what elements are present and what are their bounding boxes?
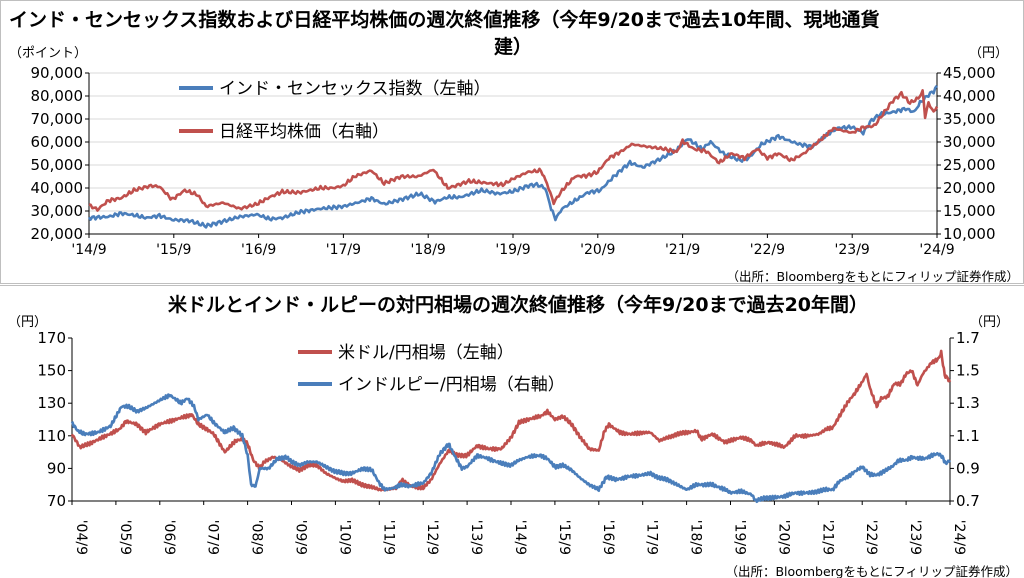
x-axis-tick-label: '18/9	[688, 520, 704, 555]
legend-label: インドルピー/円相場（右軸）	[338, 375, 565, 395]
legend-label: 米ドル/円相場（左軸）	[338, 343, 514, 363]
right-axis-unit: （円）	[970, 315, 1009, 330]
left-axis-tick-label: 150	[37, 362, 66, 380]
x-axis-tick-label: '11/9	[380, 520, 396, 555]
x-axis-tick-label: '10/9	[336, 520, 352, 555]
x-axis-tick-label: '07/9	[205, 520, 221, 555]
x-axis-tick-label: '05/9	[117, 520, 133, 555]
series-line-2	[88, 89, 939, 212]
right-axis-tick-label: 1.3	[956, 394, 980, 412]
x-axis-tick-label: '22/9	[750, 242, 785, 258]
sensex-nikkei-chart: インド・センセックス指数および日経平均株価の週次終値推移（今年9/20まで過去1…	[9, 8, 1019, 284]
left-axis-tick-label: 70,000	[31, 110, 84, 128]
x-axis-tick-label: '21/9	[665, 242, 700, 258]
x-axis-tick-label: '12/9	[424, 520, 440, 555]
left-axis-tick-label: 170	[37, 329, 66, 347]
x-axis-tick-label: '15/9	[156, 242, 191, 258]
x-axis-tick-label: '17/9	[644, 520, 660, 555]
right-axis-tick-label: 15,000	[943, 202, 996, 220]
x-axis-tick-label: '24/9	[919, 242, 954, 258]
series-line-1	[70, 349, 952, 492]
right-axis-tick-label: 0.9	[956, 459, 980, 477]
source-note: （出所：Bloombergをもとにフィリップ証券作成）	[725, 564, 1018, 578]
chart-title-line1: インド・センセックス指数および日経平均株価の週次終値推移（今年9/20まで過去1…	[9, 8, 879, 31]
right-axis-tick-label: 1.7	[956, 329, 980, 347]
right-axis-tick-label: 1.1	[956, 427, 980, 445]
right-axis-tick-label: 40,000	[943, 87, 996, 105]
x-axis-tick-label: '13/9	[468, 520, 484, 555]
left-axis-tick-label: 130	[37, 394, 66, 412]
left-axis-unit: （円）	[8, 315, 47, 330]
x-axis-tick-label: '18/9	[411, 242, 446, 258]
x-axis-tick-label: '16/9	[241, 242, 276, 258]
sensex-nikkei-chart-panel: インド・センセックス指数および日経平均株価の週次終値推移（今年9/20まで過去1…	[0, 0, 1024, 284]
right-axis-tick-label: 1.5	[956, 362, 980, 380]
x-axis-tick-label: '21/9	[819, 520, 835, 555]
chart-title: 米ドルとインド・ルピーの対円相場の週次終値推移（今年9/20まで過去20年間）	[168, 293, 868, 316]
legend-label: インド・センセックス指数（左軸）	[219, 79, 491, 99]
left-axis-unit: （ポイント）	[9, 46, 87, 61]
legend-label: 日経平均株価（右軸）	[219, 122, 389, 142]
x-axis-tick-label: '14/9	[71, 242, 106, 258]
series-line-1	[87, 84, 939, 229]
left-axis-tick-label: 20,000	[31, 225, 84, 243]
right-axis-unit: （円）	[969, 46, 1008, 61]
x-axis-tick-label: '15/9	[556, 520, 572, 555]
usd-inr-jpy-chart: 米ドルとインド・ルピーの対円相場の週次終値推移（今年9/20まで過去20年間） …	[8, 293, 1018, 578]
left-axis-tick-label: 60,000	[31, 133, 84, 151]
x-axis-tick-label: '09/9	[293, 520, 309, 555]
chart-title-line2: 建）	[494, 35, 532, 58]
x-axis-tick-label: '17/9	[326, 242, 361, 258]
series-line-2	[70, 393, 952, 504]
right-axis-tick-label: 35,000	[943, 110, 996, 128]
left-axis-tick-label: 90	[47, 459, 66, 477]
x-axis-tick-label: '23/9	[907, 520, 923, 555]
right-axis-tick-label: 20,000	[943, 179, 996, 197]
source-note: （出所：Bloombergをもとにフィリップ証券作成）	[726, 269, 1019, 284]
x-axis-tick-label: '22/9	[863, 520, 879, 555]
x-axis-tick-label: '20/9	[580, 242, 615, 258]
left-axis-tick-label: 50,000	[31, 156, 84, 174]
right-axis-tick-label: 30,000	[943, 133, 996, 151]
x-axis-tick-label: '19/9	[732, 520, 748, 555]
x-axis-tick-label: '16/9	[600, 520, 616, 555]
right-axis-tick-label: 0.7	[956, 492, 980, 510]
usd-inr-jpy-chart-panel: 米ドルとインド・ルピーの対円相場の週次終値推移（今年9/20まで過去20年間） …	[0, 285, 1024, 578]
right-axis-tick-label: 45,000	[943, 64, 996, 82]
left-axis-tick-label: 80,000	[31, 87, 84, 105]
x-axis-tick-label: '06/9	[161, 520, 177, 555]
left-axis-tick-label: 40,000	[31, 179, 84, 197]
x-axis-tick-label: '19/9	[495, 242, 530, 258]
x-axis-tick-label: '20/9	[775, 520, 791, 555]
left-axis-tick-label: 70	[47, 492, 66, 510]
left-axis-tick-label: 30,000	[31, 202, 84, 220]
left-axis-tick-label: 110	[37, 427, 66, 445]
x-axis-tick-label: '04/9	[73, 520, 89, 555]
x-axis-tick-label: '24/9	[951, 520, 967, 555]
x-axis-tick-label: '23/9	[835, 242, 870, 258]
left-axis-tick-label: 90,000	[31, 64, 84, 82]
x-axis-tick-label: '08/9	[249, 520, 265, 555]
right-axis-tick-label: 10,000	[943, 225, 996, 243]
x-axis-tick-label: '14/9	[512, 520, 528, 555]
right-axis-tick-label: 25,000	[943, 156, 996, 174]
